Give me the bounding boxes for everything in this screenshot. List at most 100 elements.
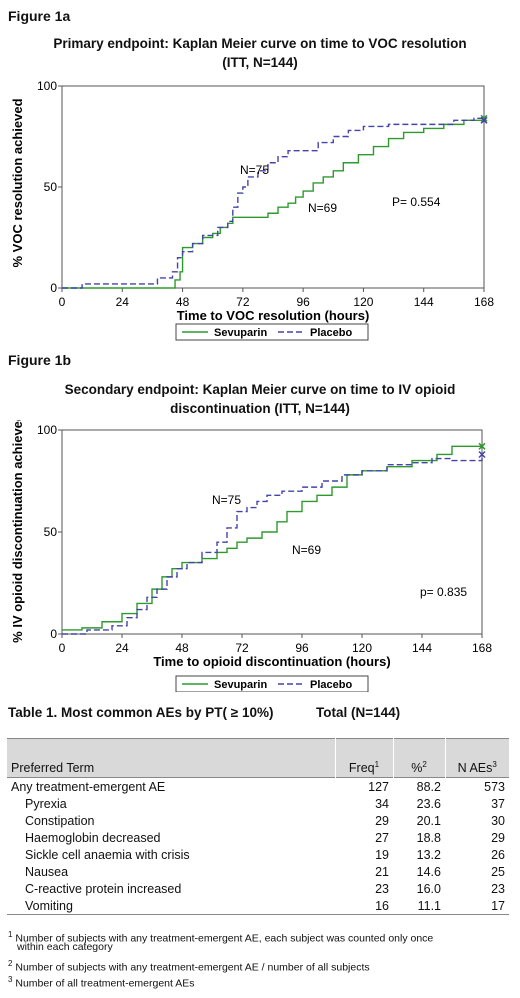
naes-cell: 23 bbox=[491, 881, 505, 896]
x-tick-label: 24 bbox=[115, 641, 129, 655]
x-axis-label: Time to opioid discontinuation (hours) bbox=[153, 654, 390, 669]
figure-1a-title-line1: Primary endpoint: Kaplan Meier curve on … bbox=[53, 36, 467, 51]
x-tick-label: 120 bbox=[352, 641, 372, 655]
freq-cell: 16 bbox=[375, 898, 389, 913]
term-cell: Pyrexia bbox=[25, 796, 67, 811]
table-row: Haemoglobin decreased 27 18.8 29 bbox=[7, 829, 509, 846]
annotation-label: N=69 bbox=[308, 201, 337, 215]
freq-cell: 23 bbox=[375, 881, 389, 896]
censor-mark-placebo bbox=[478, 450, 486, 459]
figure-1a-title-line2: (ITT, N=144) bbox=[222, 55, 298, 70]
freq-cell: 34 bbox=[375, 796, 389, 811]
header-pct: %2 bbox=[393, 738, 446, 778]
header-freq: Freq1 bbox=[335, 738, 394, 778]
series-line-sevuparin bbox=[62, 445, 482, 631]
legend-label: Placebo bbox=[310, 679, 352, 691]
plot-frame bbox=[61, 85, 485, 289]
x-tick-label: 144 bbox=[414, 295, 434, 309]
term-cell: Constipation bbox=[25, 813, 95, 828]
naes-cell: 30 bbox=[491, 813, 505, 828]
annotation-label: P= 0.554 bbox=[392, 195, 441, 209]
x-tick-label: 48 bbox=[176, 295, 190, 309]
table-row: Pyrexia 34 23.6 37 bbox=[7, 795, 509, 812]
term-cell: Nausea bbox=[25, 864, 69, 879]
freq-cell: 21 bbox=[375, 864, 389, 879]
x-tick-label: 168 bbox=[472, 641, 492, 655]
x-tick-label: 48 bbox=[175, 641, 189, 655]
y-tick-label: 0 bbox=[50, 627, 57, 641]
header-naes: N AEs3 bbox=[445, 738, 509, 778]
censor-mark-placebo bbox=[480, 116, 488, 124]
figure-1b-title-line2: discontinuation (ITT, N=144) bbox=[170, 401, 350, 416]
ae-table: Preferred Term Freq1 %2 N AEs3 Any treat… bbox=[7, 738, 509, 915]
naes-cell: 573 bbox=[484, 779, 505, 794]
legend-box bbox=[175, 675, 369, 692]
censor-mark-sevuparin bbox=[480, 114, 488, 122]
x-tick-label: 24 bbox=[116, 295, 130, 309]
pct-cell: 20.1 bbox=[416, 813, 441, 828]
annotation-label: N=75 bbox=[240, 163, 269, 177]
figure-1b-title-line1: Secondary endpoint: Kaplan Meier curve o… bbox=[64, 382, 456, 397]
term-cell: Sickle cell anaemia with crisis bbox=[25, 847, 190, 862]
annotation-label: p= 0.835 bbox=[420, 585, 467, 599]
y-tick-label: 50 bbox=[44, 180, 58, 194]
km-chart-voc-resolution: 0 50 100 0 24 48 72 96 120 144 168 Time to VOC reso… bbox=[10, 79, 494, 341]
figure-1b-title: Secondary endpoint: Kaplan Meier curve o… bbox=[0, 380, 520, 418]
y-axis-label: % VOC resolution achieved bbox=[10, 98, 25, 267]
legend-box bbox=[175, 323, 369, 341]
censor-mark-sevuparin bbox=[478, 442, 486, 450]
legend-label: Sevuparin bbox=[214, 327, 267, 339]
table-row: Any treatment-emergent AE 127 88.2 573 bbox=[7, 778, 509, 796]
figure-1a-title: Primary endpoint: Kaplan Meier curve on … bbox=[0, 34, 520, 72]
table-row: Constipation 29 20.1 30 bbox=[7, 812, 509, 829]
figure-1b-label: Figure 1b bbox=[8, 352, 72, 368]
term-cell: Vomiting bbox=[25, 898, 73, 913]
naes-cell: 17 bbox=[491, 898, 505, 913]
pct-cell: 18.8 bbox=[416, 830, 441, 845]
y-axis-label: % IV opioid discontinuation achieved bbox=[10, 420, 25, 643]
pct-cell: 16.0 bbox=[416, 881, 441, 896]
pct-cell: 13.2 bbox=[416, 847, 441, 862]
figure-1a-label: Figure 1a bbox=[8, 8, 71, 24]
table-row: Sickle cell anaemia with crisis 19 13.2 26 bbox=[7, 846, 509, 863]
footnote-1: 1 Number of subjects with any treatment-… bbox=[8, 930, 434, 945]
x-tick-label: 96 bbox=[295, 641, 309, 655]
x-tick-label: 0 bbox=[59, 295, 66, 309]
series-line-placebo bbox=[62, 454, 483, 635]
x-tick-label: 168 bbox=[474, 295, 494, 309]
table-row: Nausea 21 14.6 25 bbox=[7, 863, 509, 880]
x-tick-label: 0 bbox=[59, 641, 66, 655]
term-cell: C-reactive protein increased bbox=[25, 881, 182, 896]
term-cell: Haemoglobin decreased bbox=[25, 830, 161, 845]
annotation-label: N=69 bbox=[292, 543, 321, 557]
x-tick-label: 120 bbox=[353, 295, 373, 309]
y-tick-label: 50 bbox=[44, 525, 58, 539]
table-row: C-reactive protein increased 23 16.0 23 bbox=[7, 880, 509, 897]
table-header-row: Preferred Term Freq1 %2 N AEs3 bbox=[7, 738, 509, 778]
freq-cell: 29 bbox=[375, 813, 389, 828]
y-tick-label: 0 bbox=[50, 281, 57, 295]
series-line-placebo bbox=[62, 117, 485, 289]
footnote-3: 3 Number of all treatment-emergent AEs bbox=[8, 975, 195, 990]
pct-cell: 14.6 bbox=[416, 864, 441, 879]
pct-cell: 23.6 bbox=[416, 796, 441, 811]
annotation-label: N=75 bbox=[212, 493, 241, 507]
x-tick-label: 72 bbox=[236, 295, 250, 309]
pct-cell: 11.1 bbox=[417, 898, 441, 913]
y-tick-label: 100 bbox=[37, 79, 57, 93]
naes-cell: 26 bbox=[491, 847, 505, 862]
freq-cell: 27 bbox=[375, 830, 389, 845]
freq-cell: 19 bbox=[375, 847, 389, 862]
header-preferred-term: Preferred Term bbox=[7, 738, 336, 778]
x-tick-label: 96 bbox=[296, 295, 310, 309]
x-tick-label: 144 bbox=[412, 641, 432, 655]
footnote-2: 2 Number of subjects with any treatment-… bbox=[8, 959, 370, 974]
table-total: Total (N=144) bbox=[316, 705, 401, 720]
legend-label: Placebo bbox=[310, 327, 352, 339]
km-chart-opioid-discontinuation: 0 50 100 0 24 48 72 96 120 144 168 Time to opioid d… bbox=[10, 420, 492, 692]
table-title: Table 1. Most common AEs by PT( ≥ 10%) bbox=[8, 705, 274, 720]
naes-cell: 29 bbox=[491, 830, 505, 845]
naes-cell: 25 bbox=[491, 864, 505, 879]
legend-label: Sevuparin bbox=[214, 679, 267, 691]
y-tick-label: 100 bbox=[37, 423, 57, 437]
